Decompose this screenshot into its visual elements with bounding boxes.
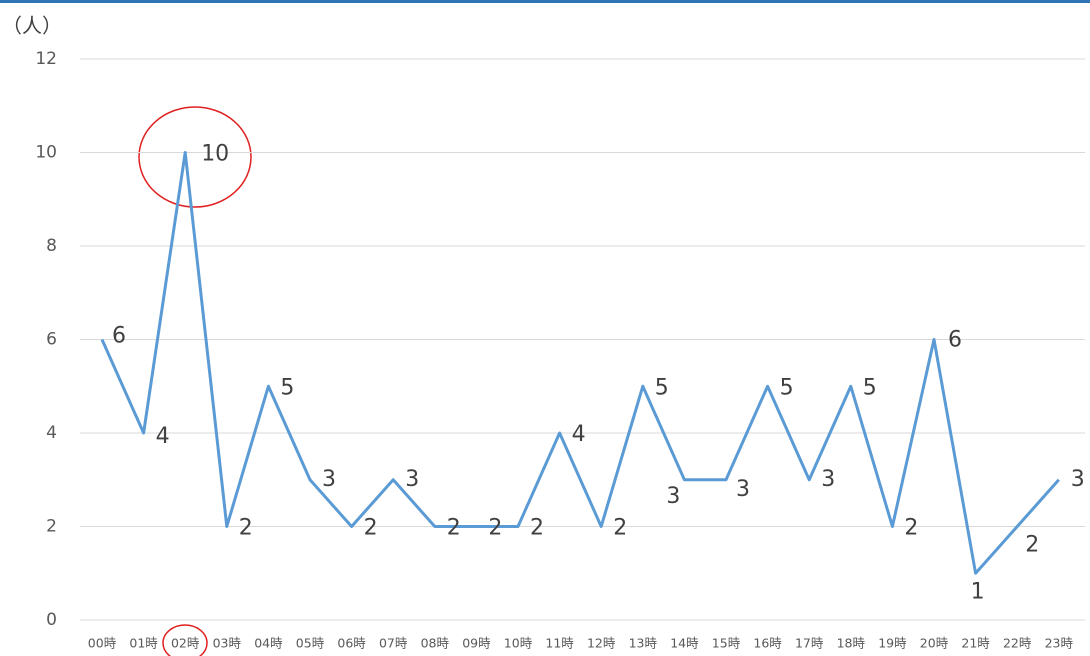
x-tick-label: 03時 xyxy=(213,636,242,651)
data-label: 3 xyxy=(322,467,336,492)
x-tick-label: 02時 xyxy=(171,636,200,651)
x-tick-label: 17時 xyxy=(795,636,824,651)
data-label: 2 xyxy=(904,516,918,541)
x-tick-label: 00時 xyxy=(88,636,117,651)
data-label: 3 xyxy=(666,484,680,509)
data-label: 6 xyxy=(112,324,126,349)
x-tick-label: 16時 xyxy=(753,636,782,651)
data-label: 4 xyxy=(156,424,170,449)
data-label: 2 xyxy=(364,516,378,541)
data-label: 2 xyxy=(488,516,502,541)
x-tick-label: 15時 xyxy=(712,636,741,651)
y-tick-label: 10 xyxy=(35,143,57,163)
y-tick-label: 4 xyxy=(46,423,57,443)
y-tick-label: 2 xyxy=(46,517,57,537)
data-label: 5 xyxy=(780,375,794,400)
y-tick-label: 12 xyxy=(35,49,57,69)
x-tick-label: 11時 xyxy=(545,636,574,651)
x-tick-label: 22時 xyxy=(1003,636,1032,651)
data-label: 6 xyxy=(948,328,962,353)
data-label: 3 xyxy=(736,477,750,502)
y-tick-label: 6 xyxy=(46,330,57,350)
x-tick-label: 09時 xyxy=(462,636,491,651)
x-tick-label: 05時 xyxy=(296,636,325,651)
x-tick-label: 08時 xyxy=(421,636,450,651)
x-tick-label: 13時 xyxy=(629,636,658,651)
x-tick-label: 14時 xyxy=(670,636,699,651)
x-tick-label: 10時 xyxy=(504,636,533,651)
x-tick-label: 21時 xyxy=(961,636,990,651)
data-label: 10 xyxy=(201,142,229,167)
y-tick-label: 0 xyxy=(46,610,57,630)
data-label: 1 xyxy=(971,579,985,604)
x-tick-label: 06時 xyxy=(337,636,366,651)
line xyxy=(100,151,1060,575)
data-label: 2 xyxy=(530,516,544,541)
data-label: 3 xyxy=(821,467,835,492)
top-border xyxy=(0,0,1090,3)
x-tick-label: 18時 xyxy=(837,636,866,651)
data-label: 4 xyxy=(572,422,586,447)
data-label: 3 xyxy=(1071,467,1085,492)
highlight-circle xyxy=(162,624,208,656)
data-label: 5 xyxy=(655,375,669,400)
x-tick-label: 23時 xyxy=(1045,636,1074,651)
data-label: 2 xyxy=(1025,533,1039,558)
x-tick-label: 04時 xyxy=(254,636,283,651)
data-label: 3 xyxy=(405,467,419,492)
data-label: 2 xyxy=(239,516,253,541)
x-tick-label: 07時 xyxy=(379,636,408,651)
y-axis-label: （人） xyxy=(2,14,62,38)
highlight-circle xyxy=(138,106,252,208)
x-tick-label: 20時 xyxy=(920,636,949,651)
x-tick-label: 19時 xyxy=(878,636,907,651)
data-label: 2 xyxy=(447,516,461,541)
data-label: 2 xyxy=(613,516,627,541)
x-tick-label: 01時 xyxy=(129,636,158,651)
y-tick-label: 8 xyxy=(46,236,57,256)
x-tick-label: 12時 xyxy=(587,636,616,651)
data-label: 5 xyxy=(863,375,877,400)
data-label: 5 xyxy=(280,375,294,400)
